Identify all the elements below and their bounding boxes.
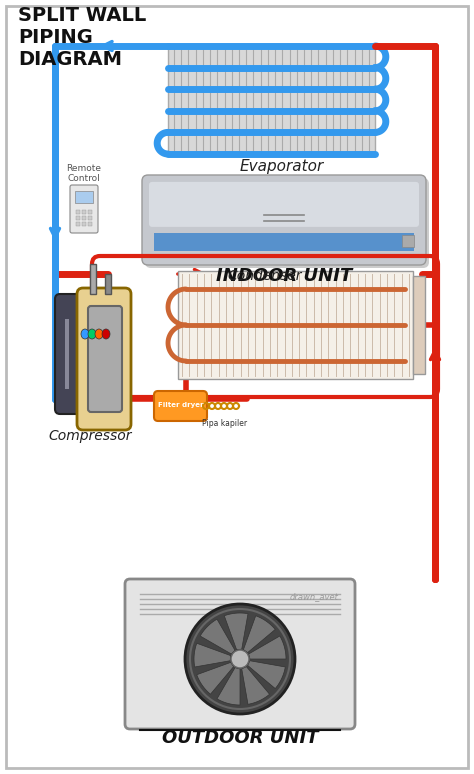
Bar xyxy=(90,264,96,294)
Polygon shape xyxy=(200,619,235,654)
Circle shape xyxy=(185,604,295,714)
Text: drawn_avet: drawn_avet xyxy=(289,592,338,601)
Bar xyxy=(65,319,69,389)
Bar xyxy=(168,46,375,154)
Polygon shape xyxy=(244,616,275,652)
Text: Remote
Control: Remote Control xyxy=(66,163,101,183)
Polygon shape xyxy=(247,661,285,689)
Ellipse shape xyxy=(88,329,96,339)
Bar xyxy=(76,210,80,214)
Text: OUTDOOR UNIT: OUTDOOR UNIT xyxy=(162,729,318,747)
FancyBboxPatch shape xyxy=(149,182,419,227)
Bar xyxy=(82,210,86,214)
Polygon shape xyxy=(242,666,270,704)
Text: Condenser: Condenser xyxy=(228,269,302,283)
Polygon shape xyxy=(249,636,286,659)
Polygon shape xyxy=(197,663,234,694)
Bar xyxy=(154,233,414,251)
Circle shape xyxy=(231,650,249,668)
Bar xyxy=(413,276,425,374)
Bar xyxy=(88,216,92,220)
FancyBboxPatch shape xyxy=(55,294,87,414)
Bar xyxy=(75,191,93,203)
FancyBboxPatch shape xyxy=(142,175,426,265)
Text: SPLIT WALL
PIPING
DIAGRAM: SPLIT WALL PIPING DIAGRAM xyxy=(18,6,146,69)
Text: Filter dryer: Filter dryer xyxy=(158,402,203,408)
Ellipse shape xyxy=(95,329,103,339)
Bar xyxy=(82,222,86,226)
FancyBboxPatch shape xyxy=(125,579,355,729)
Bar xyxy=(76,222,80,226)
Bar xyxy=(178,271,413,379)
Ellipse shape xyxy=(81,329,89,339)
Text: INDOOR UNIT: INDOOR UNIT xyxy=(216,267,352,285)
Bar xyxy=(82,216,86,220)
FancyBboxPatch shape xyxy=(77,288,131,430)
Bar xyxy=(76,216,80,220)
Polygon shape xyxy=(194,643,231,667)
FancyBboxPatch shape xyxy=(145,178,429,268)
Text: Compressor: Compressor xyxy=(48,429,132,443)
FancyBboxPatch shape xyxy=(154,391,207,421)
Text: Pipa kapiler: Pipa kapiler xyxy=(202,419,247,428)
FancyBboxPatch shape xyxy=(70,185,98,233)
Polygon shape xyxy=(217,668,240,705)
Text: Evaporator: Evaporator xyxy=(239,159,324,174)
Bar xyxy=(105,274,111,294)
FancyBboxPatch shape xyxy=(88,306,122,412)
Bar xyxy=(88,210,92,214)
Polygon shape xyxy=(224,613,248,649)
Bar xyxy=(402,235,414,247)
Ellipse shape xyxy=(102,329,110,339)
Bar xyxy=(88,222,92,226)
